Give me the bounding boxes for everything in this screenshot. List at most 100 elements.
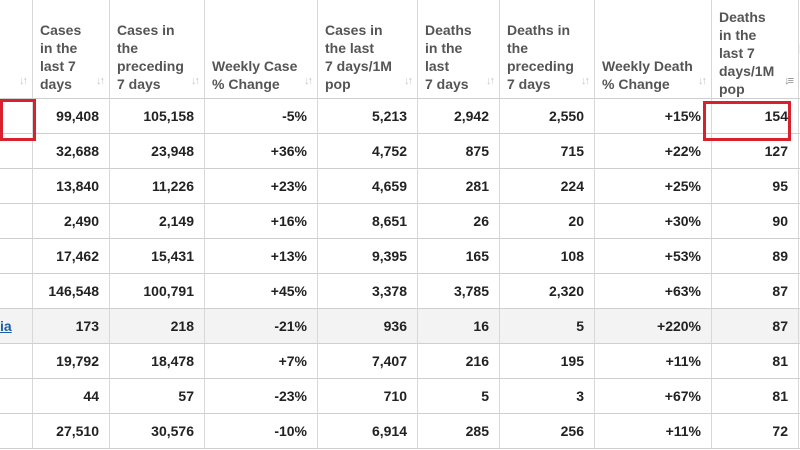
sort-icon[interactable]: ↓↑: [581, 75, 590, 87]
column-header-8[interactable]: Deaths in the last 7 days/1M pop ↓≡: [712, 0, 799, 99]
table-cell: 2,149: [110, 204, 205, 239]
table-cell: 32,688: [33, 134, 110, 169]
table-cell: 3,378: [318, 274, 418, 309]
table-cell: 9,395: [318, 239, 418, 274]
table-cell: 710: [318, 379, 418, 414]
table-cell: +11%: [595, 344, 712, 379]
table-cell: 90: [712, 204, 799, 239]
table-cell: 224: [500, 169, 595, 204]
column-header-5[interactable]: Deaths in the last 7 days ↓↑: [418, 0, 500, 99]
sort-icon[interactable]: ↓↑: [19, 75, 28, 87]
country-link[interactable]: [0, 239, 33, 274]
table-cell: 173: [33, 309, 110, 344]
table-cell: 44: [33, 379, 110, 414]
table-cell: 875: [418, 134, 500, 169]
table-cell: +45%: [205, 274, 318, 309]
table-cell: 8,651: [318, 204, 418, 239]
table-cell: 715: [500, 134, 595, 169]
table-cell: 165: [418, 239, 500, 274]
table-cell: 105,158: [110, 99, 205, 134]
table-cell: 108: [500, 239, 595, 274]
sort-icon[interactable]: ↓↑: [304, 75, 313, 87]
column-header-label: Deaths in the last 7 days: [425, 22, 472, 92]
table-cell: 7,407: [318, 344, 418, 379]
table-cell: 13,840: [33, 169, 110, 204]
table-cell: +22%: [595, 134, 712, 169]
table-cell: 81: [712, 379, 799, 414]
table-cell: +23%: [205, 169, 318, 204]
column-header-label: Cases in the last 7 days: [40, 22, 82, 92]
table-cell: 100,791: [110, 274, 205, 309]
table-cell: +36%: [205, 134, 318, 169]
table-cell: 16: [418, 309, 500, 344]
table-cell: +67%: [595, 379, 712, 414]
table-cell: +63%: [595, 274, 712, 309]
table-cell: -5%: [205, 99, 318, 134]
column-header-label: Deaths in the last 7 days/1M pop: [719, 9, 775, 97]
sort-icon[interactable]: ↓↑: [96, 75, 105, 87]
table-cell: 72: [712, 414, 799, 449]
table-cell: 2,550: [500, 99, 595, 134]
table-cell: -21%: [205, 309, 318, 344]
country-link[interactable]: [0, 274, 33, 309]
table-cell: 2,942: [418, 99, 500, 134]
country-link[interactable]: [0, 204, 33, 239]
table-cell: 19,792: [33, 344, 110, 379]
table-cell: 57: [110, 379, 205, 414]
table-cell: 89: [712, 239, 799, 274]
country-link[interactable]: [0, 169, 33, 204]
column-header-0[interactable]: ↓↑: [0, 0, 33, 99]
table-cell: 146,548: [33, 274, 110, 309]
table-cell: 3,785: [418, 274, 500, 309]
table-cell: +11%: [595, 414, 712, 449]
sort-descending-icon[interactable]: ↓≡: [784, 75, 794, 87]
column-header-4[interactable]: Cases in the last 7 days/1M pop ↓↑: [318, 0, 418, 99]
table-cell: 95: [712, 169, 799, 204]
table-cell: +25%: [595, 169, 712, 204]
country-link[interactable]: [0, 134, 33, 169]
table-cell: 5: [500, 309, 595, 344]
column-header-label: Weekly Case % Change: [212, 58, 298, 92]
table-cell: 281: [418, 169, 500, 204]
table-cell: 30,576: [110, 414, 205, 449]
table-cell: 81: [712, 344, 799, 379]
country-link[interactable]: [0, 414, 33, 449]
table-cell: +7%: [205, 344, 318, 379]
table-cell: 11,226: [110, 169, 205, 204]
table-cell: 20: [500, 204, 595, 239]
table-cell: +30%: [595, 204, 712, 239]
table-cell: 216: [418, 344, 500, 379]
column-header-label: Weekly Death % Change: [602, 58, 693, 92]
country-link[interactable]: [0, 344, 33, 379]
column-header-3[interactable]: Weekly Case % Change ↓↑: [205, 0, 318, 99]
table-cell: 87: [712, 309, 799, 344]
table-cell: 17,462: [33, 239, 110, 274]
table-cell: +13%: [205, 239, 318, 274]
table-cell: 4,752: [318, 134, 418, 169]
table-cell: 3: [500, 379, 595, 414]
table-cell: +53%: [595, 239, 712, 274]
sort-icon[interactable]: ↓↑: [698, 75, 707, 87]
table-cell: +220%: [595, 309, 712, 344]
country-link[interactable]: [0, 99, 33, 134]
table-cell: 218: [110, 309, 205, 344]
column-header-6[interactable]: Deaths in the preceding 7 days ↓↑: [500, 0, 595, 99]
table-cell: 23,948: [110, 134, 205, 169]
sort-icon[interactable]: ↓↑: [486, 75, 495, 87]
table-cell: 4,659: [318, 169, 418, 204]
table-cell: 5: [418, 379, 500, 414]
column-header-7[interactable]: Weekly Death % Change ↓↑: [595, 0, 712, 99]
column-header-1[interactable]: Cases in the last 7 days ↓↑: [33, 0, 110, 99]
table-cell: -23%: [205, 379, 318, 414]
column-header-label: Cases in the preceding 7 days: [117, 22, 184, 92]
sort-icon[interactable]: ↓↑: [191, 75, 200, 87]
table-cell: 154: [712, 99, 799, 134]
country-link[interactable]: ia: [0, 309, 33, 344]
table-cell: 6,914: [318, 414, 418, 449]
column-header-2[interactable]: Cases in the preceding 7 days ↓↑: [110, 0, 205, 99]
sort-icon[interactable]: ↓↑: [404, 75, 413, 87]
table-cell: 99,408: [33, 99, 110, 134]
table-cell: +15%: [595, 99, 712, 134]
country-link[interactable]: [0, 379, 33, 414]
table-cell: +16%: [205, 204, 318, 239]
